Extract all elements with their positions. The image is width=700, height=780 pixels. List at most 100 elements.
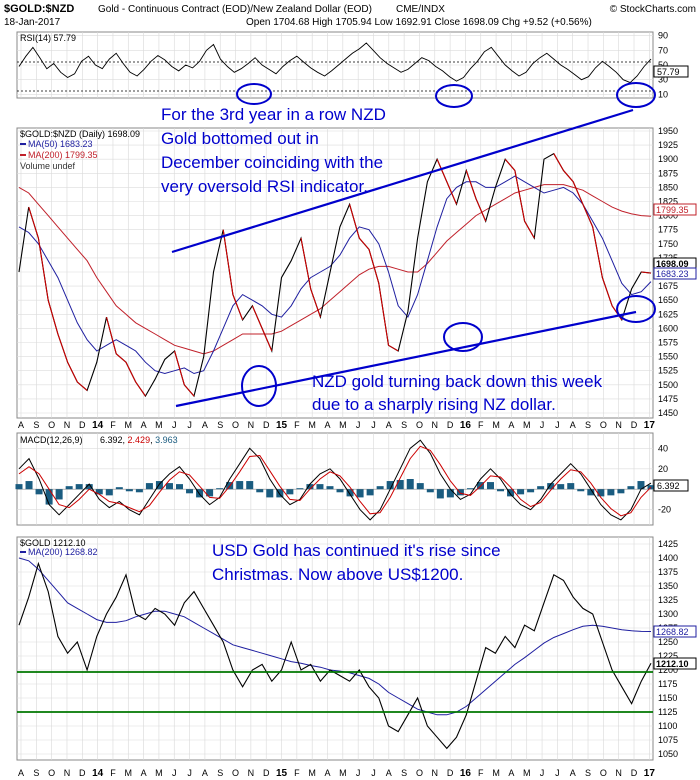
x-tick-label: A — [141, 420, 147, 430]
annotation-nzd-turn-line2: due to a sharply rising NZ dollar. — [312, 395, 556, 414]
macd-legend-sep: , — [123, 435, 128, 445]
nzd-price-down-segment — [465, 170, 477, 199]
annotation-usd-rise-line1: USD Gold has continued it's rise since — [212, 541, 501, 560]
macd-histogram-bar — [176, 484, 184, 490]
x-tick-label: A — [386, 420, 392, 430]
x-tick-label: O — [48, 768, 55, 778]
nzd-price-down-segment — [524, 220, 535, 239]
macd-histogram-bar — [597, 489, 605, 497]
usd-y-axis: 1425140013751350132513001275125012251200… — [658, 539, 678, 759]
macd-histogram-bar — [406, 479, 414, 490]
nzd-price-down-segment — [436, 158, 448, 182]
y-tick-label: 1475 — [658, 394, 678, 404]
x-tick-label: O — [600, 768, 607, 778]
x-tick-label: J — [172, 420, 177, 430]
annotation-usd-rise-line2: Christmas. Now above US$1200. — [212, 565, 463, 584]
rsi-oversold-circle-2016 — [616, 82, 656, 108]
x-tick-label: F — [478, 768, 484, 778]
x-tick-label: S — [217, 768, 223, 778]
x-tick-label: J — [356, 420, 361, 430]
macd-histogram-bar — [507, 489, 515, 497]
nzd-price-down-segment — [349, 204, 360, 239]
macd-histogram-bar — [336, 489, 344, 493]
macd-histogram-bar — [216, 488, 224, 490]
macd-hist-value: 3.963 — [155, 435, 178, 445]
x-tick-label: 14 — [92, 420, 104, 431]
annotation-nzd-bottom-line4: very oversold RSI indicator. — [161, 177, 368, 196]
macd-histogram-bar — [276, 489, 284, 498]
macd-histogram-bar — [647, 485, 655, 490]
macd-histogram-bar — [577, 489, 585, 492]
macd-histogram-bar — [376, 486, 384, 490]
x-tick-label: A — [202, 420, 208, 430]
header-date: 18-Jan-2017 — [4, 17, 61, 28]
x-tick-label: M — [339, 768, 347, 778]
annotation-nzd-bottom-line3: December coinciding with the — [161, 153, 383, 172]
nzd-price-down-segment — [183, 384, 195, 397]
y-tick-label: 1500 — [658, 380, 678, 390]
usd-price-tag-box — [653, 657, 697, 670]
x-tick-label: J — [371, 420, 376, 430]
usd-ma200-legend: MA(200) 1268.82 — [28, 547, 98, 557]
x-tick-label: O — [232, 768, 239, 778]
macd-histogram-bar — [45, 489, 53, 505]
nzd-ma50-tag-box — [653, 267, 697, 280]
x-tick-label: S — [401, 768, 407, 778]
macd-histogram-bar — [25, 481, 33, 490]
nzd-price-down-segment — [641, 271, 652, 274]
y-tick-label: 30 — [658, 75, 668, 85]
x-tick-label: D — [263, 768, 270, 778]
x-tick-label: O — [416, 768, 423, 778]
x-tick-label: M — [339, 420, 347, 430]
annotation-nzd-turn: NZD gold turning back down this week due… — [312, 372, 607, 414]
y-tick-label: 1775 — [658, 225, 678, 235]
x-tick-label: M — [523, 768, 531, 778]
nzd-price-panel — [16, 127, 654, 419]
x-tick-label: M — [308, 768, 316, 778]
macd-signal-line — [18, 445, 652, 517]
macd-histogram-bar — [316, 484, 324, 490]
x-tick-label: N — [248, 420, 255, 430]
macd-histogram-bar — [206, 489, 214, 497]
macd-histogram-bar — [587, 489, 595, 496]
volume-legend: Volume undef — [20, 161, 76, 171]
nzd-price-down-segment — [47, 300, 59, 335]
x-tick-label: 16 — [460, 420, 472, 431]
ma200-line — [18, 184, 652, 355]
annotation-nzd-bottom-line1: For the 3rd year in a row NZD — [161, 105, 386, 124]
x-tick-label: F — [110, 768, 116, 778]
y-tick-label: 1425 — [658, 539, 678, 549]
y-tick-label: 1575 — [658, 338, 678, 348]
y-tick-label: 1225 — [658, 651, 678, 661]
rsi-line — [18, 42, 652, 84]
nzd-price-down-segment — [174, 350, 185, 385]
nzd-ma50-tag: 1683.23 — [656, 269, 689, 279]
y-tick-label: 1125 — [658, 707, 677, 717]
x-tick-label: M — [125, 768, 133, 778]
y-tick-label: 1375 — [658, 567, 678, 577]
nzd-price-down-segment — [553, 153, 564, 171]
x-tick-label: D — [447, 768, 454, 778]
x-tick-label: J — [356, 768, 361, 778]
nzd-price-down-segment — [28, 206, 39, 239]
x-axis-bottom: A S O N D 14 F M A M J J A S O N D 15 F M A M J J A S O N D 16 F M A M J J A… — [18, 768, 655, 779]
macd-histogram-bar — [75, 484, 83, 490]
y-tick-label: 1875 — [658, 168, 678, 178]
y-tick-label: 90 — [658, 31, 668, 41]
macd-histogram-bar — [557, 484, 565, 490]
x-tick-label: D — [79, 768, 86, 778]
header-name: Gold - Continuous Contract (EOD)/New Zea… — [98, 4, 372, 15]
annotation-nzd-bottom: For the 3rd year in a row NZD Gold botto… — [161, 105, 391, 196]
macd-histogram-bar — [326, 486, 334, 490]
y-tick-label: 1625 — [658, 309, 678, 319]
macd-histogram-bar — [55, 489, 63, 500]
nzd-price-down-segment — [563, 170, 574, 183]
y-tick-label: 1050 — [658, 749, 678, 759]
y-tick-label: 70 — [658, 45, 668, 55]
x-tick-label: J — [187, 420, 192, 430]
nzd-price-down-segment — [300, 238, 312, 290]
nzd-price-down-segment — [115, 353, 127, 363]
x-tick-label: J — [187, 768, 192, 778]
nzd-bottom-circle-2015 — [443, 322, 483, 352]
macd-tag: 6.392 — [657, 481, 680, 491]
